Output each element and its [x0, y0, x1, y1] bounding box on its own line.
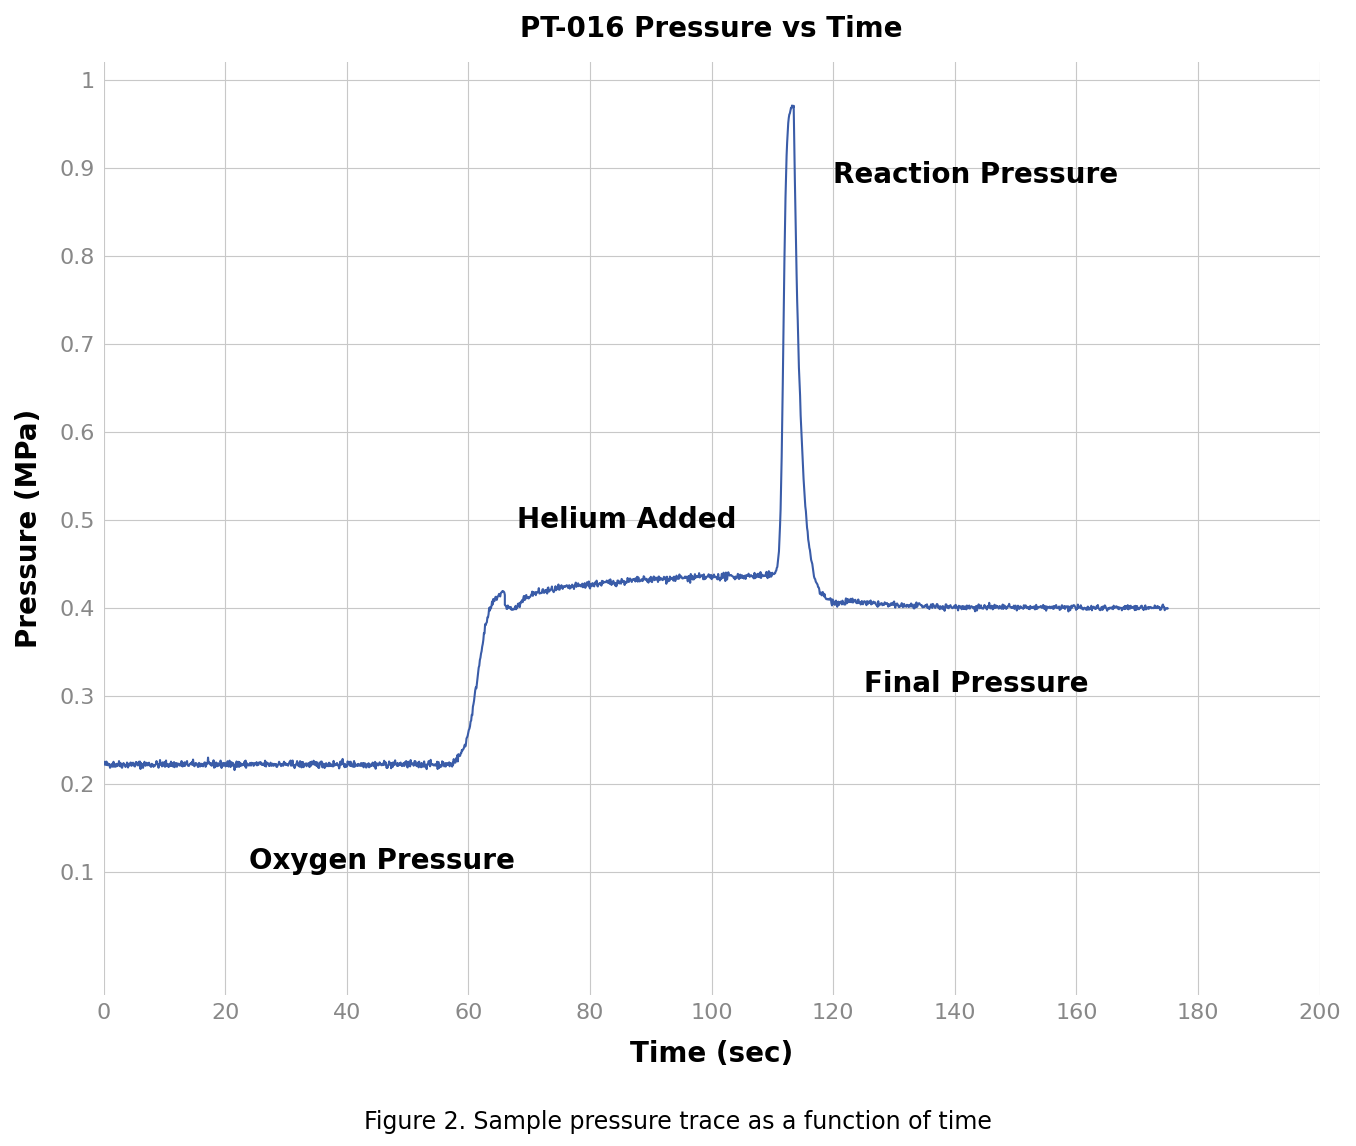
Text: Final Pressure: Final Pressure: [864, 669, 1088, 698]
Text: Oxygen Pressure: Oxygen Pressure: [250, 847, 515, 876]
Text: Helium Added: Helium Added: [517, 507, 736, 534]
Text: Reaction Pressure: Reaction Pressure: [833, 162, 1119, 189]
Y-axis label: Pressure (MPa): Pressure (MPa): [15, 409, 43, 649]
Title: PT-016 Pressure vs Time: PT-016 Pressure vs Time: [521, 15, 903, 44]
Text: Figure 2. Sample pressure trace as a function of time: Figure 2. Sample pressure trace as a fun…: [363, 1109, 993, 1133]
X-axis label: Time (sec): Time (sec): [631, 1039, 793, 1068]
